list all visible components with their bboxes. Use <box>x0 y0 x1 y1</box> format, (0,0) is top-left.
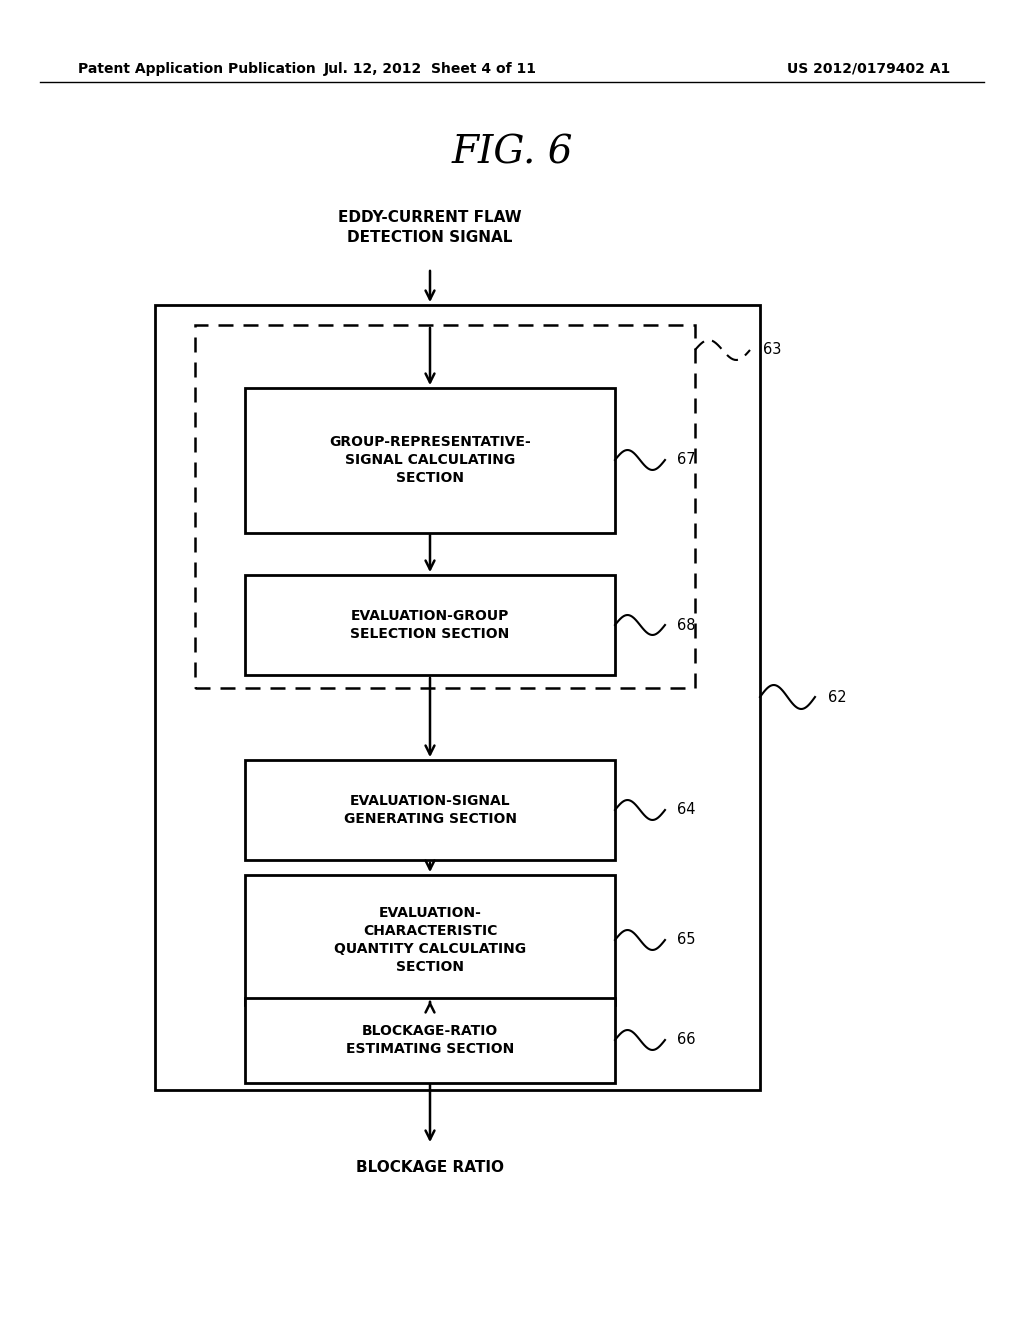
Bar <box>245 388 615 532</box>
Bar <box>245 576 615 675</box>
Bar <box>155 305 760 1090</box>
Text: EVALUATION-SIGNAL
GENERATING SECTION: EVALUATION-SIGNAL GENERATING SECTION <box>343 795 516 826</box>
Bar <box>245 875 615 1005</box>
Text: BLOCKAGE RATIO: BLOCKAGE RATIO <box>356 1160 504 1175</box>
Text: BLOCKAGE-RATIO
ESTIMATING SECTION: BLOCKAGE-RATIO ESTIMATING SECTION <box>346 1024 514 1056</box>
Bar <box>245 760 615 861</box>
Text: 63: 63 <box>763 342 781 358</box>
Text: 64: 64 <box>677 803 695 817</box>
Text: GROUP-REPRESENTATIVE-
SIGNAL CALCULATING
SECTION: GROUP-REPRESENTATIVE- SIGNAL CALCULATING… <box>329 436 530 484</box>
Text: EVALUATION-GROUP
SELECTION SECTION: EVALUATION-GROUP SELECTION SECTION <box>350 609 510 642</box>
Text: EVALUATION-
CHARACTERISTIC
QUANTITY CALCULATING
SECTION: EVALUATION- CHARACTERISTIC QUANTITY CALC… <box>334 907 526 974</box>
Text: US 2012/0179402 A1: US 2012/0179402 A1 <box>786 62 950 77</box>
Bar <box>245 998 615 1082</box>
Bar <box>195 325 695 688</box>
Text: FIG. 6: FIG. 6 <box>452 135 572 172</box>
Text: 67: 67 <box>677 453 695 467</box>
Text: Jul. 12, 2012  Sheet 4 of 11: Jul. 12, 2012 Sheet 4 of 11 <box>324 62 537 77</box>
Text: Patent Application Publication: Patent Application Publication <box>78 62 315 77</box>
Text: 68: 68 <box>677 618 695 632</box>
Text: 62: 62 <box>828 689 847 705</box>
Text: 66: 66 <box>677 1032 695 1048</box>
Text: EDDY-CURRENT FLAW
DETECTION SIGNAL: EDDY-CURRENT FLAW DETECTION SIGNAL <box>338 210 522 244</box>
Text: 65: 65 <box>677 932 695 948</box>
